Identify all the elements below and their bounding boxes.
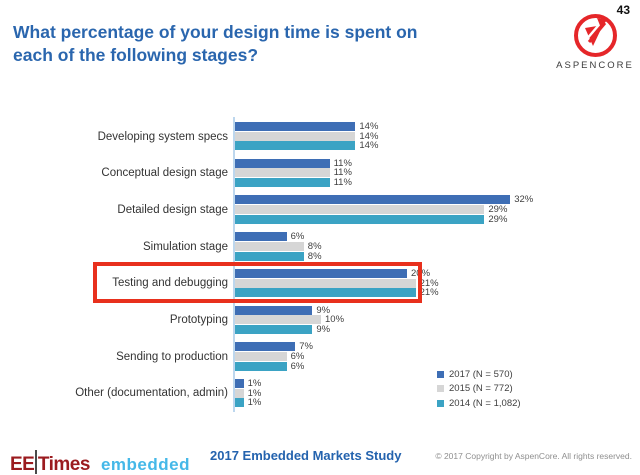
bar-value-label: 21% bbox=[419, 277, 439, 289]
bar bbox=[235, 398, 244, 408]
page-title-line2: each of the following stages? bbox=[13, 44, 259, 65]
bar bbox=[235, 251, 304, 261]
bar bbox=[235, 342, 296, 352]
bar bbox=[235, 214, 485, 224]
bar bbox=[235, 268, 407, 278]
bar-value-label: 9% bbox=[316, 304, 331, 316]
legend-item: 2017 (N = 570) bbox=[437, 367, 521, 382]
category-label: Prototyping bbox=[169, 314, 228, 326]
bar bbox=[235, 305, 313, 315]
footer-copyright: © 2017 Copyright by AspenCore. All right… bbox=[435, 451, 632, 461]
legend-marker-icon bbox=[437, 385, 444, 393]
bar-value-label: 8% bbox=[307, 240, 322, 252]
legend-label: 2015 (N = 772) bbox=[449, 383, 513, 395]
legend-marker-icon bbox=[437, 399, 444, 407]
bar-value-label: 14% bbox=[359, 121, 379, 132]
eetimes-logo-divider bbox=[35, 450, 37, 474]
highlight-rectangle bbox=[93, 261, 422, 303]
aspencore-logo: ASPENCORE bbox=[550, 11, 640, 71]
bar-chart: Developing system specs 14% 14% 14% Conceptu… bbox=[0, 115, 640, 425]
bar bbox=[235, 278, 416, 288]
bar bbox=[235, 131, 356, 141]
bar bbox=[235, 288, 416, 298]
category-label: Sending to production bbox=[116, 350, 228, 363]
bar bbox=[235, 232, 287, 242]
bar bbox=[235, 351, 287, 361]
category-label: Developing system specs bbox=[97, 130, 228, 143]
legend-item: 2014 (N = 1,082) bbox=[437, 396, 521, 411]
bar bbox=[235, 122, 356, 131]
bar-value-label: 1% bbox=[247, 397, 262, 409]
embedded-logo: embedded bbox=[100, 455, 190, 474]
bar-value-label: 1% bbox=[247, 377, 262, 389]
bar-value-label: 6% bbox=[290, 350, 305, 362]
eetimes-logo-ee: EE bbox=[10, 454, 35, 475]
bar-value-label: 7% bbox=[299, 341, 313, 353]
bar-value-label: 10% bbox=[325, 314, 345, 326]
bar-value-label: 8% bbox=[307, 250, 322, 262]
bar bbox=[235, 361, 287, 371]
bar bbox=[235, 388, 244, 398]
eetimes-logo-times: Times bbox=[37, 454, 91, 475]
bar-value-label: 32% bbox=[514, 194, 534, 206]
aspencore-logo-text: ASPENCORE bbox=[556, 60, 634, 71]
eetimes-embedded-logo: EE Times embedded bbox=[10, 446, 190, 475]
bar-value-label: 11% bbox=[333, 167, 352, 179]
legend-label: 2017 (N = 570) bbox=[449, 368, 513, 380]
bar bbox=[235, 378, 244, 388]
page-title: What percentage of your design time is s… bbox=[13, 21, 483, 67]
category-label: Testing and debugging bbox=[112, 277, 228, 290]
legend-marker-icon bbox=[437, 370, 444, 378]
legend-item: 2015 (N = 772) bbox=[437, 382, 521, 397]
bar-value-label: 6% bbox=[290, 231, 305, 243]
bar-value-label: 9% bbox=[316, 323, 331, 335]
bar-value-label: 29% bbox=[488, 204, 508, 216]
bar-value-label: 29% bbox=[488, 213, 508, 225]
category-label: Simulation stage bbox=[142, 240, 228, 253]
bar bbox=[235, 324, 313, 334]
legend-label: 2014 (N = 1,082) bbox=[449, 397, 521, 409]
bar-value-label: 14% bbox=[359, 130, 379, 142]
chart-legend: 2017 (N = 570) 2015 (N = 772) 2014 (N = 1,… bbox=[437, 367, 521, 411]
bar-value-label: 14% bbox=[359, 140, 379, 152]
bar bbox=[235, 168, 330, 178]
page-title-line1: What percentage of your design time is s… bbox=[13, 22, 418, 42]
bar-value-label: 1% bbox=[247, 387, 262, 399]
footer-study-title: 2017 Embedded Markets Study bbox=[210, 448, 402, 463]
bar bbox=[235, 178, 330, 188]
bar bbox=[235, 315, 321, 325]
bar bbox=[235, 141, 356, 151]
bar-value-label: 21% bbox=[419, 287, 439, 299]
bar bbox=[235, 241, 304, 251]
category-label: Detailed design stage bbox=[117, 203, 228, 216]
bar-value-label: 11% bbox=[333, 177, 352, 189]
eetimes-logo: EE Times bbox=[10, 446, 90, 475]
bar-value-label: 6% bbox=[290, 360, 305, 372]
page-number: 43 bbox=[616, 3, 630, 17]
aspencore-logo-icon bbox=[573, 14, 617, 57]
bar bbox=[235, 195, 511, 205]
bar bbox=[235, 158, 330, 168]
bar bbox=[235, 205, 485, 215]
category-label: Other (documentation, admin) bbox=[75, 387, 228, 400]
bar-value-label: 11% bbox=[333, 157, 352, 169]
category-label: Conceptual design stage bbox=[101, 167, 228, 180]
